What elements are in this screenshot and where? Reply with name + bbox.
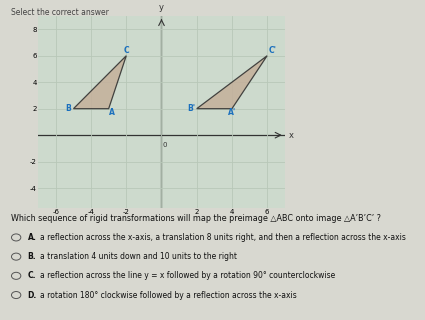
Text: A': A'	[228, 108, 236, 117]
Text: D.: D.	[28, 291, 37, 300]
Text: a reflection across the line y = x followed by a rotation 90° counterclockwise: a reflection across the line y = x follo…	[40, 271, 336, 280]
Text: Which sequence of rigid transformations will map the preimage △ABC onto image △A: Which sequence of rigid transformations …	[11, 214, 381, 223]
Text: B.: B.	[28, 252, 36, 261]
Text: y: y	[159, 3, 164, 12]
Text: C: C	[124, 46, 129, 55]
Text: a translation 4 units down and 10 units to the right: a translation 4 units down and 10 units …	[40, 252, 238, 261]
Text: x: x	[288, 131, 293, 140]
Polygon shape	[197, 56, 267, 109]
Text: C': C'	[269, 46, 276, 55]
Text: B': B'	[187, 104, 196, 113]
Text: a rotation 180° clockwise followed by a reflection across the x-axis: a rotation 180° clockwise followed by a …	[40, 291, 297, 300]
Text: A: A	[109, 108, 115, 117]
Text: Select the correct answer: Select the correct answer	[11, 8, 108, 17]
Text: a reflection across the x-axis, a translation 8 units right, and then a reflecti: a reflection across the x-axis, a transl…	[40, 233, 406, 242]
Text: A.: A.	[28, 233, 37, 242]
Text: C.: C.	[28, 271, 36, 280]
Text: 0: 0	[163, 142, 167, 148]
Polygon shape	[74, 56, 126, 109]
Text: B: B	[65, 104, 71, 113]
